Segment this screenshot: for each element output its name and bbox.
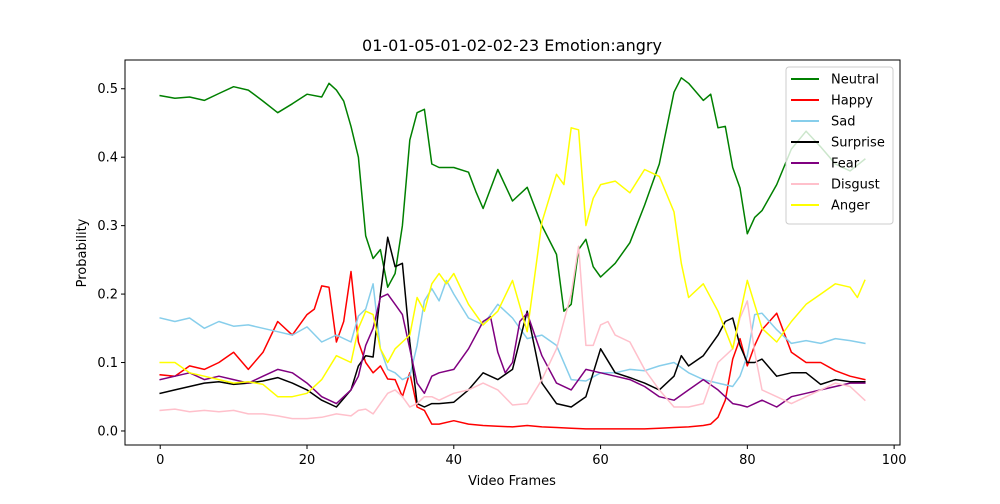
plot-frame: [124, 59, 901, 446]
series-line-anger: [159, 127, 866, 398]
legend-label-surprise: Surprise: [831, 136, 885, 151]
plot-area: [159, 77, 866, 430]
x-tick-label: 20: [299, 453, 316, 468]
y-tick-label: 0.2: [97, 288, 118, 303]
legend-label-sad: Sad: [831, 115, 855, 130]
y-tick-label: 0.4: [97, 151, 118, 166]
x-tick-label: 40: [446, 453, 463, 468]
x-tick-label: 0: [156, 453, 164, 468]
y-axis: 0.0 0.1 0.2 0.3 0.4 0.5: [97, 82, 125, 439]
y-axis-label: Probability: [75, 218, 90, 287]
series-line-fear: [159, 293, 866, 408]
x-tick-label: 100: [882, 453, 907, 468]
legend-label-fear: Fear: [831, 157, 860, 172]
legend: Neutral Happy Sad Surprise Fear Disgust Anger: [785, 66, 894, 225]
x-axis-label: Video Frames: [468, 474, 556, 489]
chart-title: 01-01-05-01-02-02-23 Emotion:angry: [362, 36, 662, 55]
legend-label-anger: Anger: [831, 199, 870, 214]
x-tick-label: 80: [739, 453, 756, 468]
y-tick-label: 0.0: [97, 424, 118, 439]
legend-label-happy: Happy: [831, 94, 873, 109]
x-tick-label: 60: [592, 453, 609, 468]
series-line-sad: [159, 279, 866, 388]
legend-label-disgust: Disgust: [831, 178, 880, 193]
y-tick-label: 0.5: [97, 82, 118, 97]
legend-label-neutral: Neutral: [831, 73, 879, 88]
y-tick-label: 0.1: [97, 356, 118, 371]
series-line-disgust: [159, 245, 866, 420]
series-line-surprise: [159, 236, 866, 408]
y-tick-label: 0.3: [97, 219, 118, 234]
series-line-neutral: [159, 77, 866, 312]
x-axis: 0 20 40 60 80 100: [156, 445, 907, 468]
